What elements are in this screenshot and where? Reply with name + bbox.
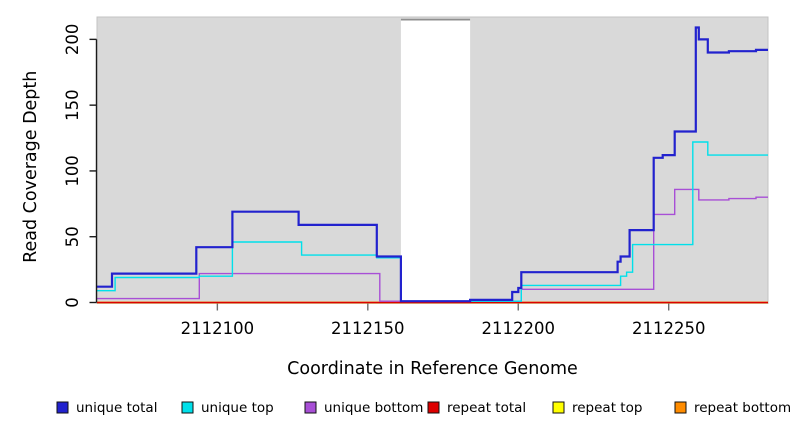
y-tick-label: 0 — [63, 297, 82, 308]
legend-label-repeat-top: repeat top — [572, 400, 642, 416]
legend-swatch-repeat-total — [427, 401, 440, 414]
legend-label-repeat-total: repeat total — [447, 400, 526, 416]
legend-swatch-unique-bottom — [304, 401, 317, 414]
legend-swatch-unique-total — [56, 401, 69, 414]
series-unique-total — [97, 26, 768, 303]
y-tick-label: 150 — [63, 89, 82, 121]
masked-region — [400, 18, 471, 303]
legend-label-unique-top: unique top — [201, 400, 274, 416]
legend-label-unique-bottom: unique bottom — [324, 400, 423, 416]
legend-swatch-unique-top — [181, 401, 194, 414]
series-unique-bottom — [97, 188, 768, 302]
legend-swatch-repeat-top — [552, 401, 565, 414]
x-tick-label: 2112150 — [331, 319, 405, 338]
legend-label-unique-total: unique total — [76, 400, 157, 416]
y-tick-label: 50 — [63, 226, 82, 247]
x-axis-title: Coordinate in Reference Genome — [287, 359, 578, 379]
y-tick-label: 200 — [63, 24, 82, 56]
legend-swatch-repeat-bottom — [674, 401, 687, 414]
x-tick-label: 2112100 — [181, 319, 255, 338]
y-tick-label: 100 — [63, 155, 82, 187]
y-axis-title: Read Coverage Depth — [21, 71, 41, 263]
x-tick-label: 2112250 — [632, 319, 706, 338]
x-tick-label: 2112200 — [482, 319, 556, 338]
legend-label-repeat-bottom: repeat bottom — [694, 400, 791, 416]
